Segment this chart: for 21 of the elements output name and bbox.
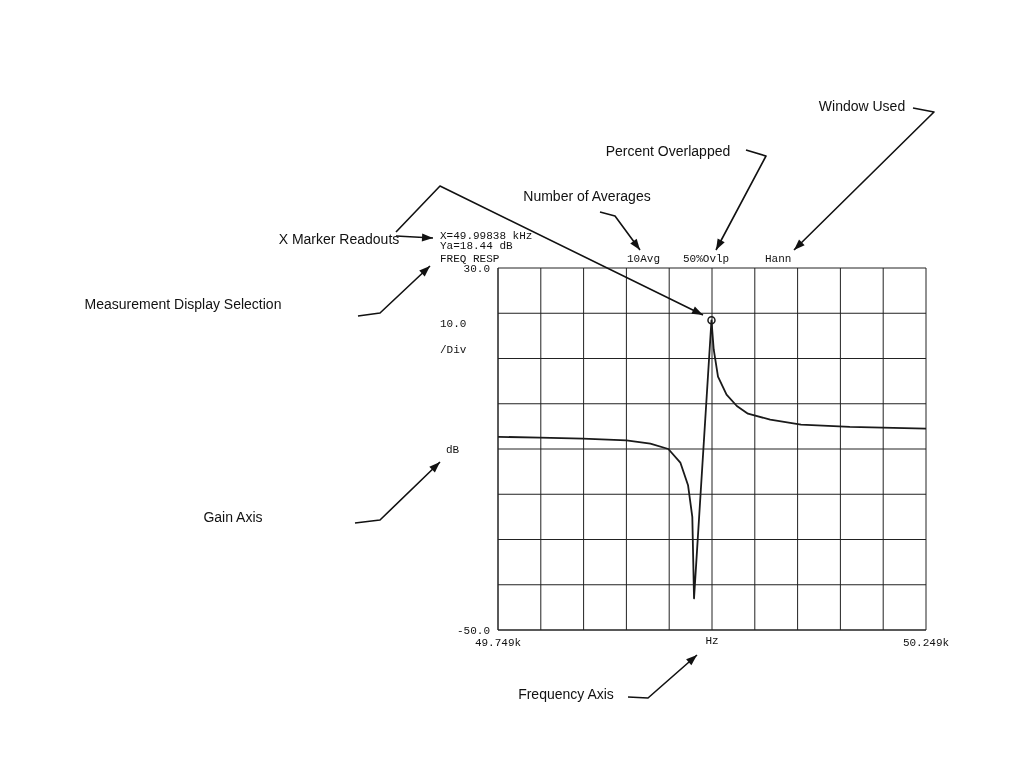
text: X Marker Readouts [278,230,400,247]
text: Hann [765,252,792,265]
text: Window Used [818,97,906,114]
text: Measurement Display Selection [84,295,282,312]
text: Percent Overlapped [605,142,731,159]
text: 10Avg [627,252,661,265]
text: X=49.99838 kHz [440,229,533,242]
y-tick-label: 30.0 [463,262,490,275]
text: 10.0 [440,317,467,330]
y-tick-label: -50.0 [456,624,490,637]
text: Ya=18.44 dB [440,239,514,252]
text: FREQ RESP [440,252,500,265]
x-axis-title: Hz [705,634,719,647]
y-axis-title: dB [446,443,460,456]
text: /Div [440,343,467,356]
text: Gain Axis [203,508,263,525]
text: 50%Ovlp [683,252,730,265]
x-tick-label: 49.749k [474,636,522,649]
text: Number of Averages [523,187,651,204]
x-tick-label: 50.249k [902,636,950,649]
text: Frequency Axis [518,685,614,702]
